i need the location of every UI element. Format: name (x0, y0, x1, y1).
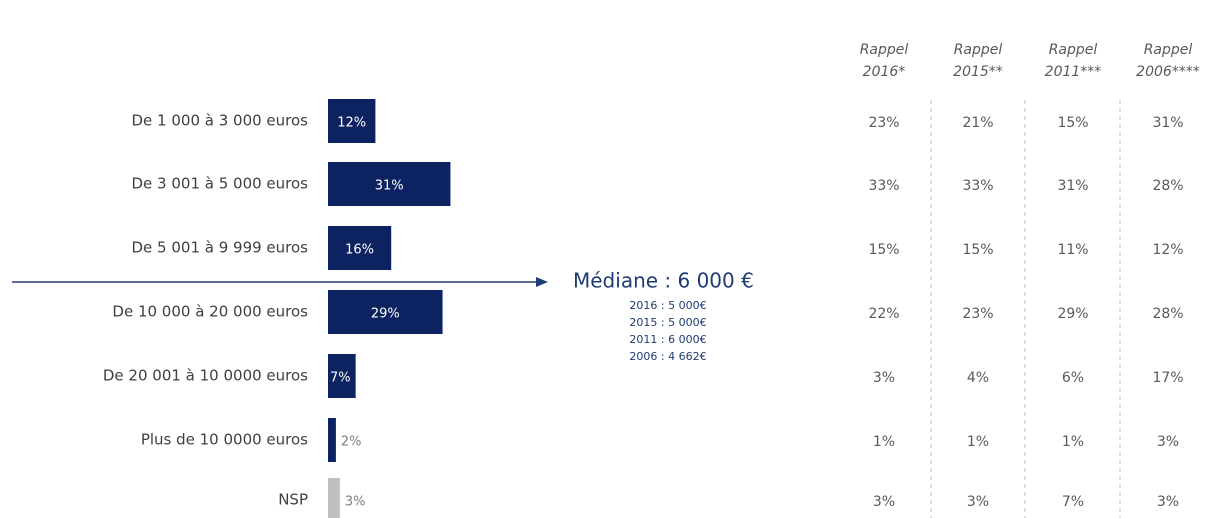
bar (328, 354, 356, 398)
column-header: Rappel (954, 42, 1003, 58)
table-cell: 11% (1057, 242, 1088, 258)
table-cell: 23% (868, 115, 899, 131)
value-label: 29% (371, 307, 400, 322)
table-cell: 33% (868, 178, 899, 194)
bar (328, 99, 376, 143)
category-label: De 3 001 à 5 000 euros (132, 175, 309, 193)
table-cell: 4% (967, 370, 989, 386)
bar (328, 226, 392, 270)
bar (328, 478, 340, 518)
column-separators (930, 100, 1121, 518)
table-cell: 3% (873, 370, 895, 386)
column-header: 2006**** (1136, 64, 1200, 80)
table-cell: 29% (1057, 306, 1088, 322)
median-detail: 2015 : 5 000€ (629, 316, 706, 329)
median-detail: 2006 : 4 662€ (629, 350, 706, 363)
column-header: Rappel (1049, 42, 1098, 58)
column-header: 2016* (863, 64, 906, 80)
category-label: De 10 000 à 20 000 euros (112, 303, 308, 321)
category-label: Plus de 10 0000 euros (141, 431, 308, 449)
category-label: De 20 001 à 10 0000 euros (103, 367, 308, 385)
table-cell: 21% (962, 115, 993, 131)
table-cell: 31% (1152, 115, 1183, 131)
value-label: 3% (345, 495, 366, 510)
table-cell: 1% (967, 434, 989, 450)
category-label: NSP (278, 491, 308, 509)
value-label: 7% (330, 371, 351, 386)
table-cell: 7% (1062, 494, 1084, 510)
table-cell: 6% (1062, 370, 1084, 386)
table-cell: 1% (873, 434, 895, 450)
value-label: 2% (341, 435, 362, 450)
table-cell: 23% (962, 306, 993, 322)
value-label: 16% (345, 243, 374, 258)
median-detail: 2011 : 6 000€ (629, 333, 706, 346)
column-header: Rappel (1144, 42, 1193, 58)
category-label: De 1 000 à 3 000 euros (132, 112, 309, 130)
table-cell: 3% (967, 494, 989, 510)
arrow-head (536, 277, 548, 287)
table-cell: 31% (1057, 178, 1088, 194)
column-header: 2011*** (1045, 64, 1102, 80)
table-cell: 3% (873, 494, 895, 510)
table-cell: 3% (1157, 434, 1179, 450)
median-detail: 2016 : 5 000€ (629, 299, 706, 312)
column-header: Rappel (860, 42, 909, 58)
bar (328, 290, 443, 334)
table-cell: 15% (1057, 115, 1088, 131)
table-cell: 15% (868, 242, 899, 258)
category-label: De 5 001 à 9 999 euros (132, 239, 309, 257)
table-cell: 22% (868, 306, 899, 322)
column-header: 2015** (953, 64, 1003, 80)
table-cell: 28% (1152, 306, 1183, 322)
bar (328, 162, 451, 206)
table-cell: 1% (1062, 434, 1084, 450)
value-label: 12% (337, 116, 366, 131)
table-cell: 3% (1157, 494, 1179, 510)
table-cell: 33% (962, 178, 993, 194)
bar (328, 418, 336, 462)
table-cell: 17% (1152, 370, 1183, 386)
value-label: 31% (375, 179, 404, 194)
table-cell: 28% (1152, 178, 1183, 194)
median-label: Médiane : 6 000 € (573, 269, 754, 293)
table-cell: 15% (962, 242, 993, 258)
table-cell: 12% (1152, 242, 1183, 258)
